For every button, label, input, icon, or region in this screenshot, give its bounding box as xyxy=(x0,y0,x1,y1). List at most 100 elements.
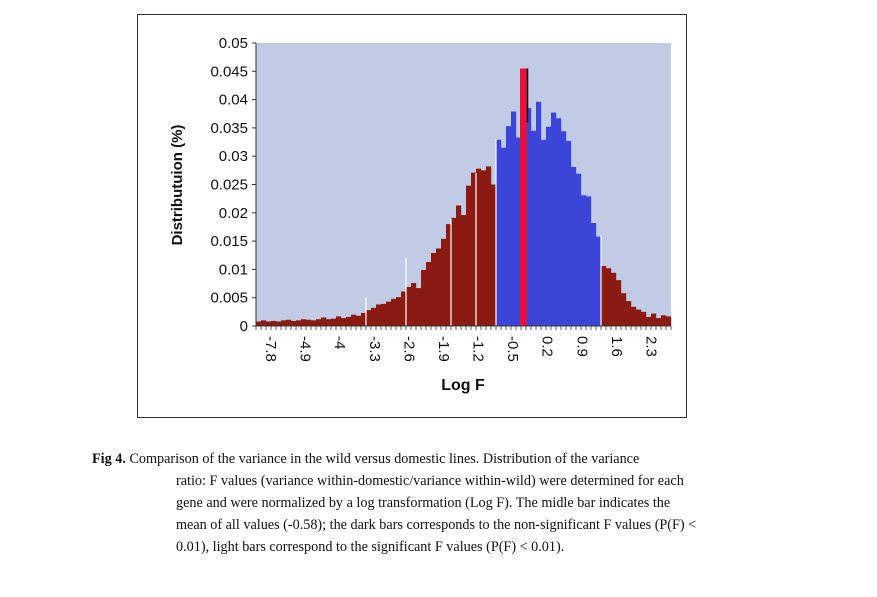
dark-bar xyxy=(446,224,452,326)
y-ticks-group: 0 0.005 0.01 0.015 0.02 0.025 0.03 0.035 0.04 0.0… xyxy=(210,35,256,335)
dark-bar xyxy=(666,316,672,326)
dark-bar xyxy=(401,291,407,326)
y-axis-label: Distributuion (%) xyxy=(169,125,186,246)
dark-bar xyxy=(256,321,262,326)
caption-first-text: Comparison of the variance in the wild v… xyxy=(129,451,640,467)
x-axis-label: Log F xyxy=(441,377,485,394)
dark-bar xyxy=(491,184,497,326)
dark-bar xyxy=(276,321,282,326)
light-bar xyxy=(496,139,502,326)
dark-bar xyxy=(371,307,377,326)
light-bar xyxy=(551,112,557,327)
light-bar xyxy=(556,118,562,326)
x-ticks-group: -7.8 -4.9 -4 -3.3 -2.6 -1.9 -1.2 -0.5 0.2 0.9 1.6 2… xyxy=(255,326,672,362)
x-tick-label: -3.3 xyxy=(366,336,383,362)
dark-bar xyxy=(411,282,417,326)
y-tick-label: 0.04 xyxy=(219,92,248,109)
middle-mean-bar xyxy=(520,68,527,326)
dark-bar xyxy=(306,319,312,326)
light-bar xyxy=(501,147,507,326)
dark-bar xyxy=(466,185,472,326)
dark-bar xyxy=(441,238,447,326)
dark-bar xyxy=(361,312,367,326)
dark-bar xyxy=(271,320,277,326)
dark-bar xyxy=(366,310,372,326)
x-tick-label: 1.6 xyxy=(608,336,625,357)
x-tick-label: -0.5 xyxy=(504,336,521,362)
x-tick-label: -7.8 xyxy=(262,336,279,362)
dark-bar xyxy=(416,288,422,326)
dark-bar xyxy=(396,297,402,326)
dark-bar xyxy=(381,303,387,326)
light-bar xyxy=(596,236,602,326)
light-bar xyxy=(506,126,512,326)
light-bar xyxy=(591,222,597,326)
light-bar xyxy=(561,131,567,326)
y-tick-label: 0.015 xyxy=(210,233,248,250)
y-tick-label: 0.05 xyxy=(219,35,248,52)
light-bar xyxy=(531,130,537,326)
dark-bar xyxy=(431,252,437,326)
caption-line-5: 0.01), light bars correspond to the sign… xyxy=(176,539,565,555)
figure-frame: 0 0.005 0.01 0.015 0.02 0.025 0.03 0.035 0.04 0.0… xyxy=(137,14,687,418)
dark-bar xyxy=(341,318,347,326)
x-tick-label: -2.6 xyxy=(400,336,417,362)
figure-caption: Fig 4. Comparison of the variance in the… xyxy=(92,448,752,558)
light-bar xyxy=(586,196,592,326)
dark-bar xyxy=(331,318,337,326)
dark-bar xyxy=(326,319,332,326)
light-bar xyxy=(541,139,547,326)
light-bar xyxy=(576,173,582,326)
dark-bar xyxy=(486,166,492,326)
x-tick-label: -1.2 xyxy=(470,336,487,362)
y-tick-label: 0.045 xyxy=(210,63,248,80)
x-tick-label: -4.9 xyxy=(297,336,314,362)
dark-bar xyxy=(606,268,612,326)
dark-bar xyxy=(386,301,392,326)
y-tick-label: 0.03 xyxy=(219,148,248,165)
y-tick-label: 0.005 xyxy=(210,290,248,307)
dark-bar xyxy=(376,304,382,326)
light-bar xyxy=(511,111,517,327)
caption-line-3: gene and were normalized by a log transf… xyxy=(176,495,671,511)
light-bar xyxy=(571,166,577,326)
dark-bar xyxy=(336,316,342,326)
y-tick-label: 0 xyxy=(240,318,248,335)
dark-bar xyxy=(476,168,482,326)
caption-line-2: ratio: F values (variance within-domesti… xyxy=(176,473,684,489)
y-tick-label: 0.01 xyxy=(219,261,248,278)
dark-bar xyxy=(286,319,292,326)
y-tick-label: 0.035 xyxy=(210,120,248,137)
dark-bar xyxy=(611,272,617,326)
dark-bar xyxy=(316,319,322,326)
dark-bar xyxy=(656,318,662,326)
dark-bar xyxy=(451,217,457,326)
light-bar xyxy=(566,140,572,326)
dark-bar xyxy=(461,215,467,326)
dark-bar xyxy=(636,309,642,326)
dark-bar xyxy=(296,320,302,326)
light-bar xyxy=(526,108,532,326)
dark-bar xyxy=(406,286,412,326)
light-bar xyxy=(581,195,587,326)
light-bar xyxy=(516,137,522,326)
dark-bar xyxy=(456,205,462,326)
x-tick-label: 0.2 xyxy=(539,336,556,357)
dark-bar xyxy=(616,280,622,326)
dark-bar xyxy=(321,317,327,326)
x-tick-label: -1.9 xyxy=(435,336,452,362)
dark-bar xyxy=(281,320,287,326)
caption-first-line: Fig 4. Comparison of the variance in the… xyxy=(92,448,752,470)
bars-group xyxy=(256,68,672,327)
x-tick-label: 0.9 xyxy=(573,336,590,357)
dark-bar xyxy=(621,293,627,326)
dark-bar xyxy=(471,172,477,326)
dark-bar xyxy=(651,313,657,326)
dark-bar xyxy=(626,301,632,326)
dark-bar xyxy=(301,319,307,326)
y-tick-label: 0.025 xyxy=(210,177,248,194)
dark-bar xyxy=(426,262,432,326)
dark-bar xyxy=(346,316,352,326)
x-tick-label: 2.3 xyxy=(642,336,659,357)
dark-bar xyxy=(646,316,652,326)
